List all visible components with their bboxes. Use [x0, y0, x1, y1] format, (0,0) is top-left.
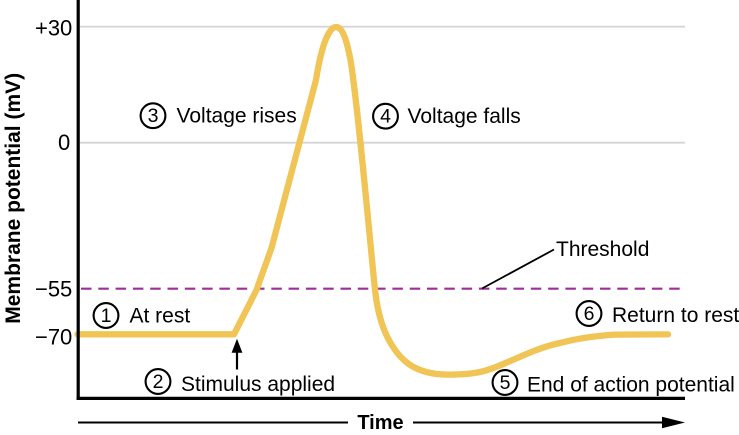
svg-text:Return to rest: Return to rest — [612, 304, 739, 327]
svg-text:At rest: At rest — [130, 305, 191, 328]
svg-text:2: 2 — [153, 371, 164, 393]
svg-text:−55: −55 — [35, 276, 72, 301]
svg-text:1: 1 — [101, 305, 112, 327]
svg-text:Threshold: Threshold — [556, 238, 649, 261]
svg-text:4: 4 — [380, 106, 391, 128]
svg-text:Time: Time — [357, 412, 403, 434]
svg-text:End of action potential: End of action potential — [527, 374, 735, 397]
svg-text:3: 3 — [148, 105, 159, 127]
svg-text:−70: −70 — [35, 324, 72, 349]
svg-text:Stimulus applied: Stimulus applied — [181, 373, 335, 396]
svg-text:Voltage rises: Voltage rises — [177, 105, 297, 128]
svg-text:+30: +30 — [35, 15, 72, 40]
svg-text:Voltage falls: Voltage falls — [408, 105, 521, 128]
svg-text:6: 6 — [584, 303, 595, 325]
svg-text:5: 5 — [500, 372, 511, 394]
svg-text:0: 0 — [58, 130, 70, 155]
svg-text:Membrane potential (mV): Membrane potential (mV) — [2, 73, 25, 324]
